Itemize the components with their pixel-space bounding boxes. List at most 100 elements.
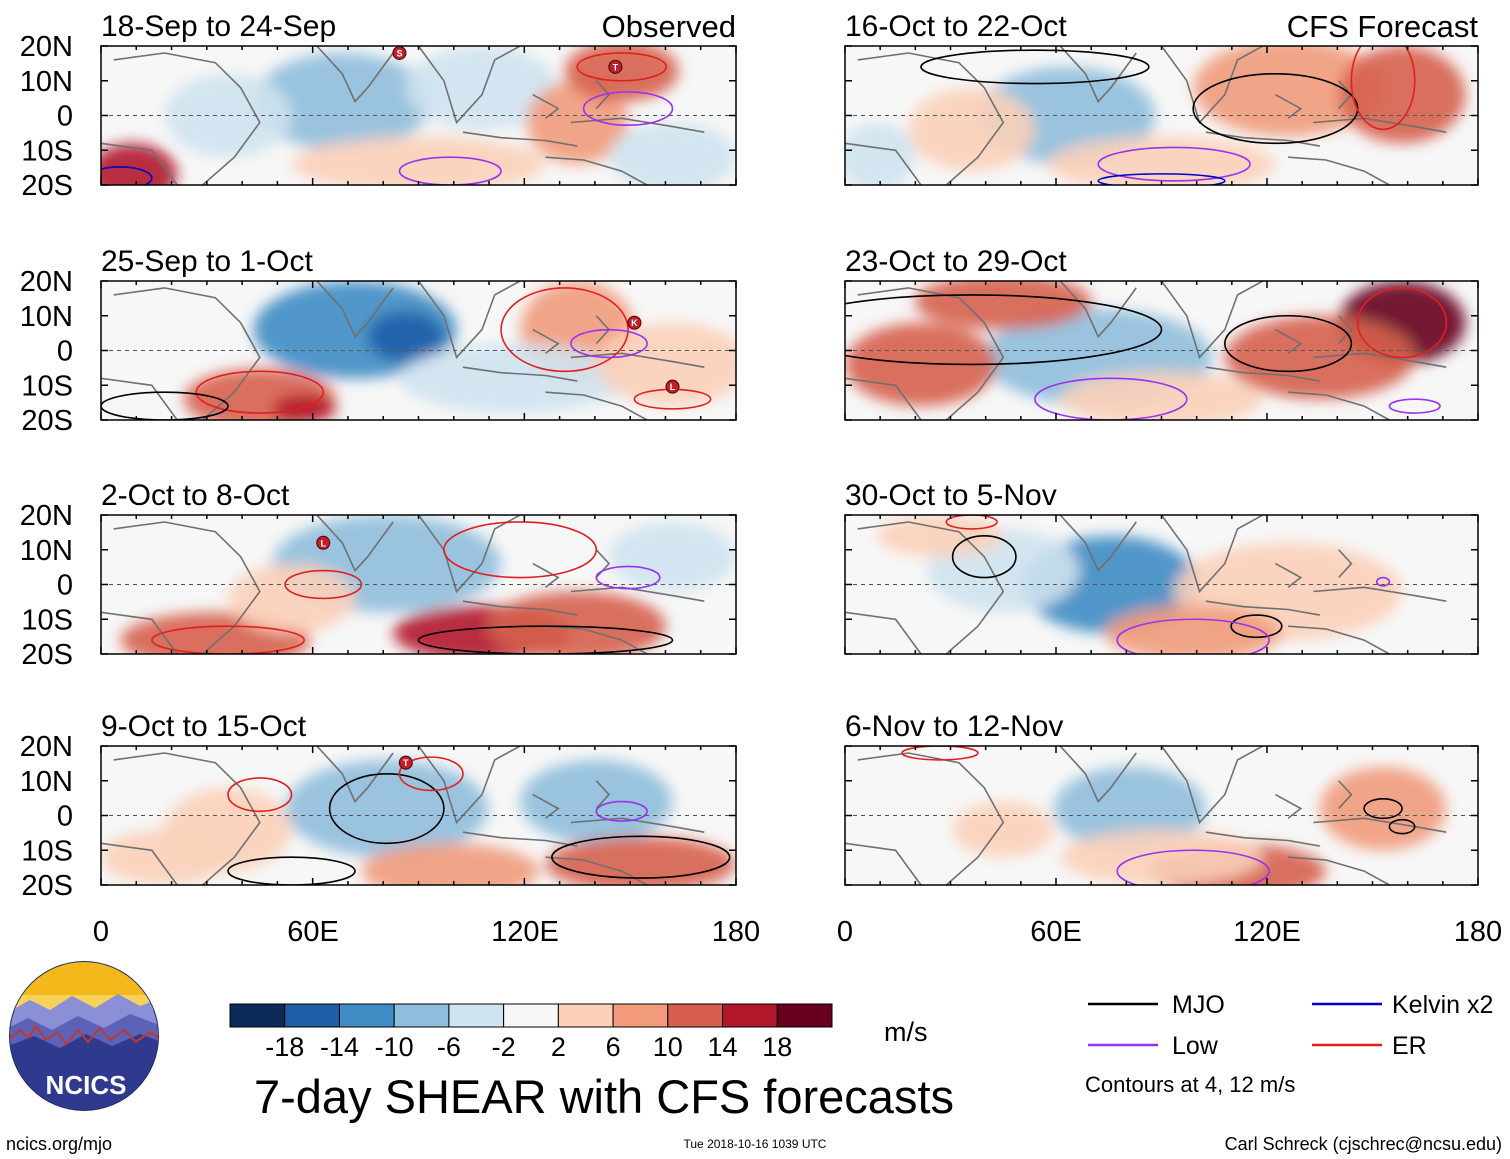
lat-label: 20S [21,170,73,202]
wave-contours [101,287,712,420]
wave-contours [920,46,1416,185]
panel-title: 2-Oct to 8-Oct [101,479,290,512]
lat-label: 20N [20,31,73,63]
panel-title: 9-Oct to 15-Oct [101,710,307,743]
lon-label-0: 0 [837,916,853,948]
ncics-logo: NCICS [9,961,159,1111]
svg-text:T: T [613,62,619,72]
lat-label: 0 [57,570,73,602]
wave-contours [945,515,1391,654]
lat-label: 0 [57,336,73,368]
svg-text:T: T [403,758,409,768]
coastlines [845,746,1447,885]
lon-label-0: 0 [93,916,109,948]
forecast-panel-1: 16-Oct to 22-Oct [844,10,1479,186]
panel-title: 6-Nov to 12-Nov [845,710,1063,743]
contour-note: Contours at 4, 12 m/s [1085,1072,1295,1097]
lat-label: 20N [20,266,73,298]
svg-text:L: L [321,538,327,548]
colorbar-tick-label: 18 [762,1032,792,1062]
colorbar-swatch [557,1003,614,1028]
colorbar-tick-label: -6 [437,1032,461,1062]
colorbar-tick-label: -10 [375,1032,414,1062]
coastlines [845,281,1447,420]
wave-contours [845,287,1448,420]
legend: MJO Kelvin x2 Low ER Contours at 4, 12 m… [1085,991,1493,1097]
wave-contours [901,746,1416,885]
timestamp: Tue 2018-10-16 1039 UTC [684,1137,827,1151]
forecast-label: CFS Forecast [1287,9,1479,44]
panel-title: 23-Oct to 29-Oct [845,245,1067,278]
source-url[interactable]: ncics.org/mjo [6,1134,112,1154]
colorbar-tick-label: -2 [492,1032,516,1062]
colorbar-swatch [776,1003,833,1028]
svg-text:K: K [631,318,638,328]
storm-marker: T [398,755,413,770]
colorbar-swatch [393,1003,450,1028]
lat-label: 10S [21,835,73,867]
observed-label: Observed [602,9,736,44]
colorbar-swatch [284,1003,340,1028]
lon-label-180: 180 [712,916,760,948]
lon-label-60e: 60E [287,916,339,948]
figure-title: 7-day SHEAR with CFS forecasts [254,1070,954,1123]
lon-label-180: 180 [1454,916,1502,948]
lat-label: 10N [20,535,73,567]
forecast-panel-3: 30-Oct to 5-Nov [844,479,1479,655]
colorbar-swatch [667,1003,724,1028]
legend-label-kelvin: Kelvin x2 [1392,991,1493,1019]
lat-label: 10N [20,301,73,333]
storm-marker: L [665,379,680,394]
lon-label-120e: 120E [491,916,559,948]
colorbar: -18 -14 -10 -6 -2 2 6 10 14 18 [229,1003,833,1062]
legend-label-er: ER [1392,1032,1427,1060]
colorbar-swatch [338,1003,395,1028]
lon-axis-left: 0 60E 120E 180 [93,916,760,948]
forecast-panel-2: 23-Oct to 29-Oct [844,245,1479,421]
lon-label-120e: 120E [1233,916,1301,948]
lat-label: 20S [21,405,73,437]
panel-title: 25-Sep to 1-Oct [101,245,313,278]
lat-label: 0 [57,801,73,833]
colorbar-tick-label: -14 [320,1032,359,1062]
lat-label: 20N [20,731,73,763]
panel-title: 18-Sep to 24-Sep [101,10,336,43]
lat-label: 10S [21,370,73,402]
colorbar-tick-label: 14 [708,1032,738,1062]
colorbar-swatch [722,1003,778,1028]
legend-label-mjo: MJO [1172,991,1225,1019]
lat-label: 10N [20,766,73,798]
colorbar-swatch [612,1003,669,1028]
storm-marker: L [316,535,331,550]
colorbar-tick-label: 2 [551,1032,566,1062]
colorbar-swatch [503,1003,559,1028]
legend-label-low: Low [1172,1032,1219,1060]
colorbar-tick-label: 10 [653,1032,683,1062]
coastlines [845,46,1447,185]
panel-title: 16-Oct to 22-Oct [845,10,1067,43]
lat-label: 0 [57,101,73,133]
coastlines [845,515,1447,654]
colorbar-swatch [448,1003,505,1028]
storm-marker: T [608,59,623,74]
coastlines [101,46,705,185]
colorbar-tick-label: -18 [265,1032,304,1062]
units-label: m/s [884,1017,928,1047]
lat-label: 10N [20,66,73,98]
lon-label-60e: 60E [1030,916,1082,948]
forecast-panel-4: 6-Nov to 12-Nov [844,710,1479,886]
wave-contours [101,52,674,185]
author-credit: Carl Schreck (cjschrec@ncsu.edu) [1225,1134,1502,1154]
storm-marker: K [627,315,642,330]
coastlines [101,746,705,885]
lat-label: 20S [21,639,73,671]
lon-axis-right: 0 60E 120E 180 [837,916,1502,948]
lat-label: 20S [21,870,73,902]
colorbar-swatch [229,1003,286,1028]
